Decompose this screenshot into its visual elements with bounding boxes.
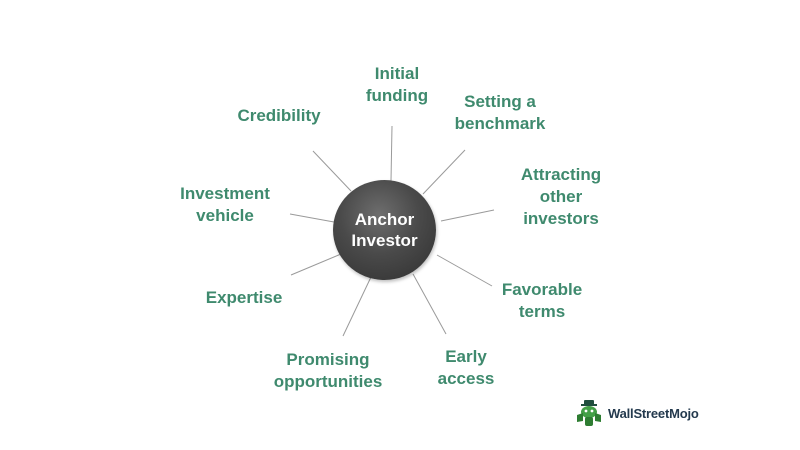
wallstreetmojo-logo-icon	[577, 400, 601, 426]
spoke-expertise: Expertise	[205, 288, 283, 307]
spoke-investment-vehicle: Investment vehicle	[180, 184, 270, 225]
hub-label: Anchor Investor	[351, 210, 418, 250]
connector-favorable-terms	[436, 254, 493, 287]
connector-expertise	[290, 253, 342, 276]
connector-promising-opportunities	[342, 276, 372, 337]
connector-credibility	[312, 150, 352, 192]
spoke-promising-opportunities: Promising opportunities	[273, 350, 383, 391]
brand-name: WallStreetMojo	[608, 405, 699, 421]
connector-attracting-investors	[440, 209, 495, 222]
spoke-favorable-terms: Favorable terms	[501, 280, 583, 321]
connector-setting-benchmark	[422, 149, 466, 195]
anchor-investor-hub: Anchor Investor	[333, 180, 436, 280]
spoke-attracting-other-investors: Attracting other investors	[520, 165, 602, 228]
spoke-early-access: Early access	[437, 347, 495, 388]
wallstreetmojo-logo: WallStreetMojo	[574, 398, 699, 428]
connector-investment-vehicle	[289, 213, 335, 223]
spoke-initial-funding: Initial funding	[365, 64, 429, 105]
connector-early-access	[412, 273, 447, 335]
spoke-setting-a-benchmark: Setting a benchmark	[454, 92, 546, 133]
spoke-credibility: Credibility	[237, 106, 321, 125]
connector-initial-funding	[390, 125, 393, 182]
